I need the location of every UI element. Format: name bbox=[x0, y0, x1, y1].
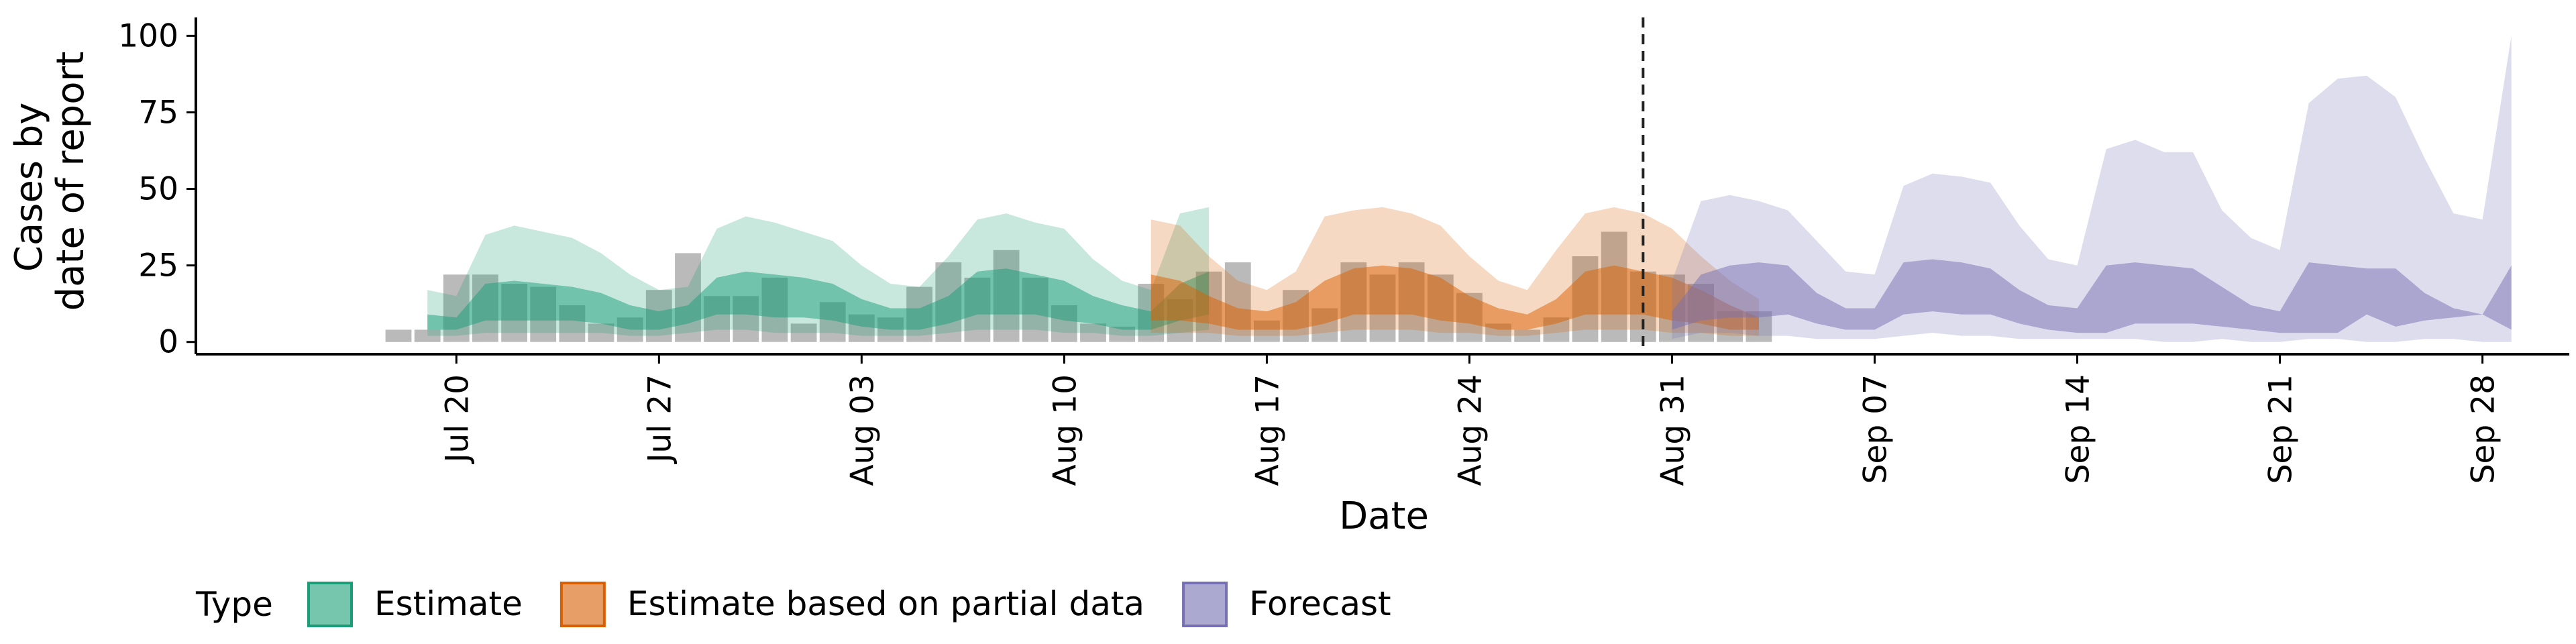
ribbon-50-2 bbox=[1672, 259, 2512, 333]
ribbon-50-1 bbox=[1150, 265, 1759, 330]
y-tick-label: 25 bbox=[138, 248, 178, 284]
observed-bar bbox=[1080, 323, 1106, 342]
x-axis-title: Date bbox=[1339, 494, 1429, 538]
y-tick-label: 100 bbox=[118, 17, 178, 54]
x-tick-label: Jul 27 bbox=[641, 374, 678, 464]
observed-bar bbox=[790, 323, 817, 342]
legend-label-0: Estimate bbox=[374, 584, 523, 623]
legend-label-1: Estimate based on partial data bbox=[627, 584, 1144, 623]
x-axis: Jul 20 Jul 27 Aug 03 Aug 10 Aug 17 Aug 24 Aug … bbox=[196, 353, 2569, 486]
y-axis-title: Cases by date of report bbox=[7, 52, 93, 311]
observed-bar bbox=[1514, 329, 1541, 342]
observed-bar bbox=[588, 323, 614, 342]
y-tick-label: 75 bbox=[138, 94, 178, 131]
legend-key-0 bbox=[307, 582, 353, 627]
x-tick-label: Aug 24 bbox=[1452, 374, 1489, 486]
ribbon-90-2 bbox=[1672, 36, 2512, 342]
y-axis-title-line-1: Cases by bbox=[7, 103, 51, 272]
ribbon-50-0 bbox=[427, 268, 1210, 330]
x-tick-label: Sep 21 bbox=[2263, 374, 2300, 484]
legend-title: Type bbox=[195, 585, 273, 624]
x-tick-label: Sep 07 bbox=[1858, 374, 1894, 484]
observed-bar bbox=[414, 329, 441, 342]
legend-key-2 bbox=[1182, 582, 1228, 627]
legend: Type Estimate Estimate based on partial d… bbox=[195, 582, 1391, 627]
y-tick-label: 50 bbox=[138, 171, 178, 208]
x-tick-label: Aug 31 bbox=[1655, 374, 1692, 486]
y-tick-label: 0 bbox=[158, 324, 178, 361]
y-axis-title-line-2: date of report bbox=[49, 52, 93, 311]
x-tick-label: Aug 03 bbox=[844, 374, 881, 486]
y-axis: 0 25 50 75 100 bbox=[118, 17, 197, 361]
observed-bar bbox=[385, 329, 412, 342]
legend-label-2: Forecast bbox=[1249, 584, 1391, 623]
x-tick-label: Sep 14 bbox=[2060, 374, 2097, 484]
ribbons bbox=[427, 36, 2512, 342]
observed-bar bbox=[1109, 326, 1136, 342]
x-tick-label: Aug 10 bbox=[1046, 374, 1083, 486]
legend-key-1 bbox=[559, 582, 606, 627]
x-tick-label: Aug 17 bbox=[1249, 374, 1286, 486]
x-tick-label: Sep 28 bbox=[2465, 374, 2502, 484]
x-tick-label: Jul 20 bbox=[439, 374, 476, 464]
